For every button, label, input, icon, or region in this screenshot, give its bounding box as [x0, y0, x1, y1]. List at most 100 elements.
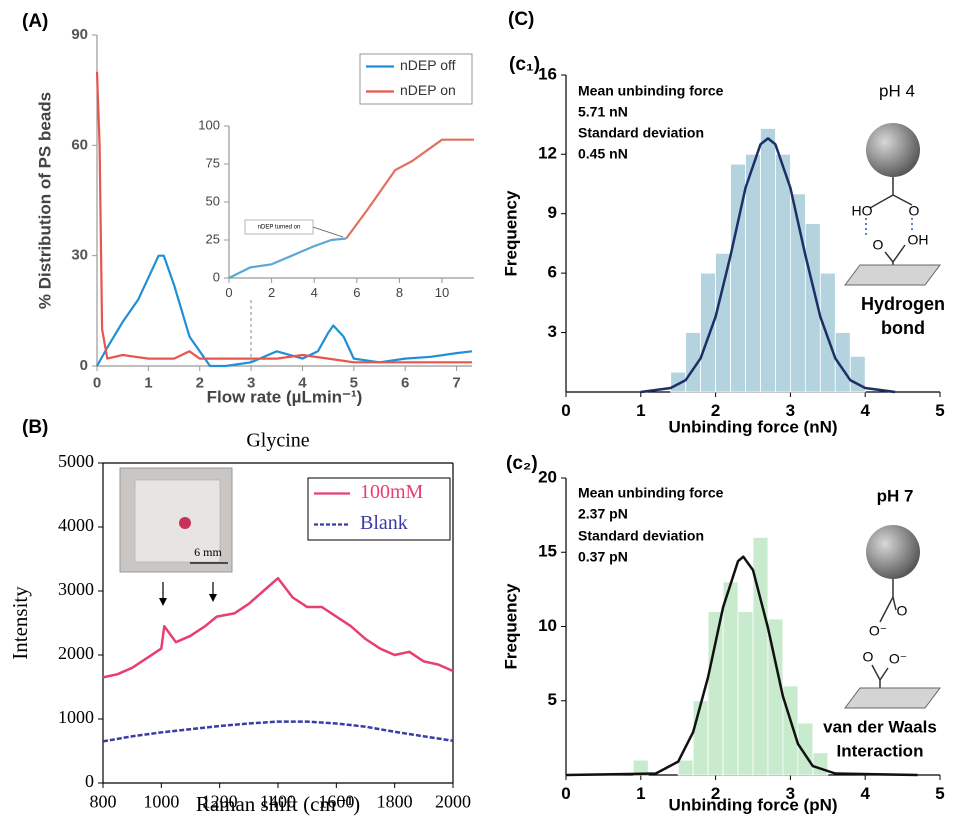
annotation: O [897, 603, 908, 619]
legend-label: 100mM [360, 481, 424, 503]
x-tick-label: 1 [636, 784, 645, 803]
panel-label: (B) [22, 417, 48, 438]
series-line [95, 71, 472, 364]
y-tick-label: 2000 [58, 643, 94, 663]
y-axis-label: % Distribution of PS beads [35, 92, 54, 309]
annotation: bond [881, 318, 925, 338]
annotation: 2.37 pN [578, 506, 628, 522]
y-tick-label: 100 [198, 117, 220, 132]
y-tick-label: 0 [80, 357, 88, 374]
annotation: pH 7 [877, 486, 914, 505]
x-axis-label: Raman shift (cm⁻¹) [196, 792, 360, 816]
y-axis-label: Frequency [501, 583, 520, 670]
fit-curve [565, 555, 918, 777]
histogram-bar [700, 272, 717, 393]
y-tick-label: 60 [71, 136, 88, 153]
y-tick-label: 20 [538, 467, 557, 486]
x-tick-label: 1800 [377, 791, 413, 811]
y-tick-label: 4000 [58, 515, 94, 535]
panel-label: (c₂) [506, 453, 538, 474]
photo-spot [179, 517, 191, 529]
y-tick-label: 5 [548, 690, 557, 709]
y-tick-label: 1000 [58, 707, 94, 727]
annotation: Interaction [837, 741, 924, 760]
y-tick-label: 9 [548, 203, 557, 222]
annotation: Standard deviation [578, 528, 704, 544]
annotation: Mean unbinding force [578, 485, 724, 501]
annotation: Standard deviation [578, 125, 704, 141]
histogram-bar [812, 752, 829, 776]
y-tick-label: 3 [548, 322, 557, 341]
fit-curve [640, 137, 896, 394]
annotation: Mean unbinding force [578, 83, 724, 99]
x-tick-label: 6 [353, 285, 360, 300]
x-tick-label: 3 [786, 784, 795, 803]
y-tick-label: 12 [538, 144, 557, 163]
series-line [102, 576, 454, 679]
annotation: van der Waals [823, 717, 937, 736]
x-tick-label: 3 [786, 401, 795, 420]
annotation: O⁻ [869, 623, 887, 639]
x-tick-label: 1600 [318, 791, 354, 811]
x-tick-label: 0 [93, 374, 101, 391]
x-tick-label: 10 [435, 285, 449, 300]
x-tick-label: 2 [268, 285, 275, 300]
x-tick-label: 1200 [202, 791, 238, 811]
y-axis-label: Frequency [501, 190, 520, 277]
y-tick-label: 90 [71, 26, 88, 43]
x-tick-label: 0 [225, 285, 232, 300]
annotation: pH 4 [879, 81, 915, 100]
x-tick-label: 5 [350, 374, 358, 391]
y-tick-label: 30 [71, 247, 88, 264]
legend-label: nDEP off [400, 57, 456, 73]
x-tick-label: 2000 [435, 791, 471, 811]
histogram-bar [677, 759, 694, 776]
annotation: O [909, 203, 920, 219]
y-tick-label: 50 [206, 193, 220, 208]
molecule-diagram [844, 123, 941, 286]
x-tick-label: 2 [711, 784, 720, 803]
histogram-bar [715, 252, 731, 393]
arrow-head [159, 598, 167, 606]
x-tick-label: 2 [196, 374, 204, 391]
y-tick-label: 15 [538, 542, 557, 561]
y-tick-label: 25 [206, 231, 220, 246]
annotation: O⁻ [889, 651, 907, 667]
x-axis-label: Flow rate (µLmin⁻¹) [207, 387, 363, 406]
y-tick-label: 6 [548, 263, 557, 282]
x-tick-label: 6 [401, 374, 409, 391]
annotation: HO [852, 203, 873, 219]
callout-line [312, 226, 344, 238]
y-tick-label: 0 [85, 771, 94, 791]
x-tick-label: 5 [935, 401, 944, 420]
y-axis-label: Intensity [8, 586, 32, 660]
panel-label: (C) [508, 9, 534, 30]
x-tick-label: 4 [860, 784, 870, 803]
panel-label: (c₁) [509, 54, 540, 75]
legend-box [359, 53, 473, 105]
annotation: nDEP turned on [258, 225, 301, 231]
series-line [102, 720, 454, 743]
x-tick-label: 1 [636, 401, 645, 420]
annotation: 0.37 pN [578, 549, 628, 565]
molecule-diagram [844, 525, 941, 709]
y-tick-label: 0 [213, 269, 220, 284]
x-tick-label: 800 [90, 791, 117, 811]
legend-label: nDEP on [400, 82, 456, 98]
y-tick-label: 16 [538, 64, 557, 83]
x-tick-label: 4 [860, 401, 870, 420]
y-tick-label: 5000 [58, 451, 94, 471]
x-tick-label: 0 [561, 784, 570, 803]
x-tick-label: 1 [144, 374, 152, 391]
annotation: O [863, 649, 874, 665]
series-line [228, 237, 347, 279]
x-tick-label: 0 [561, 401, 570, 420]
histogram-bar [760, 128, 776, 393]
x-tick-label: 1000 [143, 791, 179, 811]
annotation: O [873, 237, 884, 253]
annotation: 6 mm [194, 545, 222, 559]
histogram-bar [692, 700, 709, 776]
histogram-bar [745, 153, 761, 393]
photo-chip [134, 479, 221, 563]
